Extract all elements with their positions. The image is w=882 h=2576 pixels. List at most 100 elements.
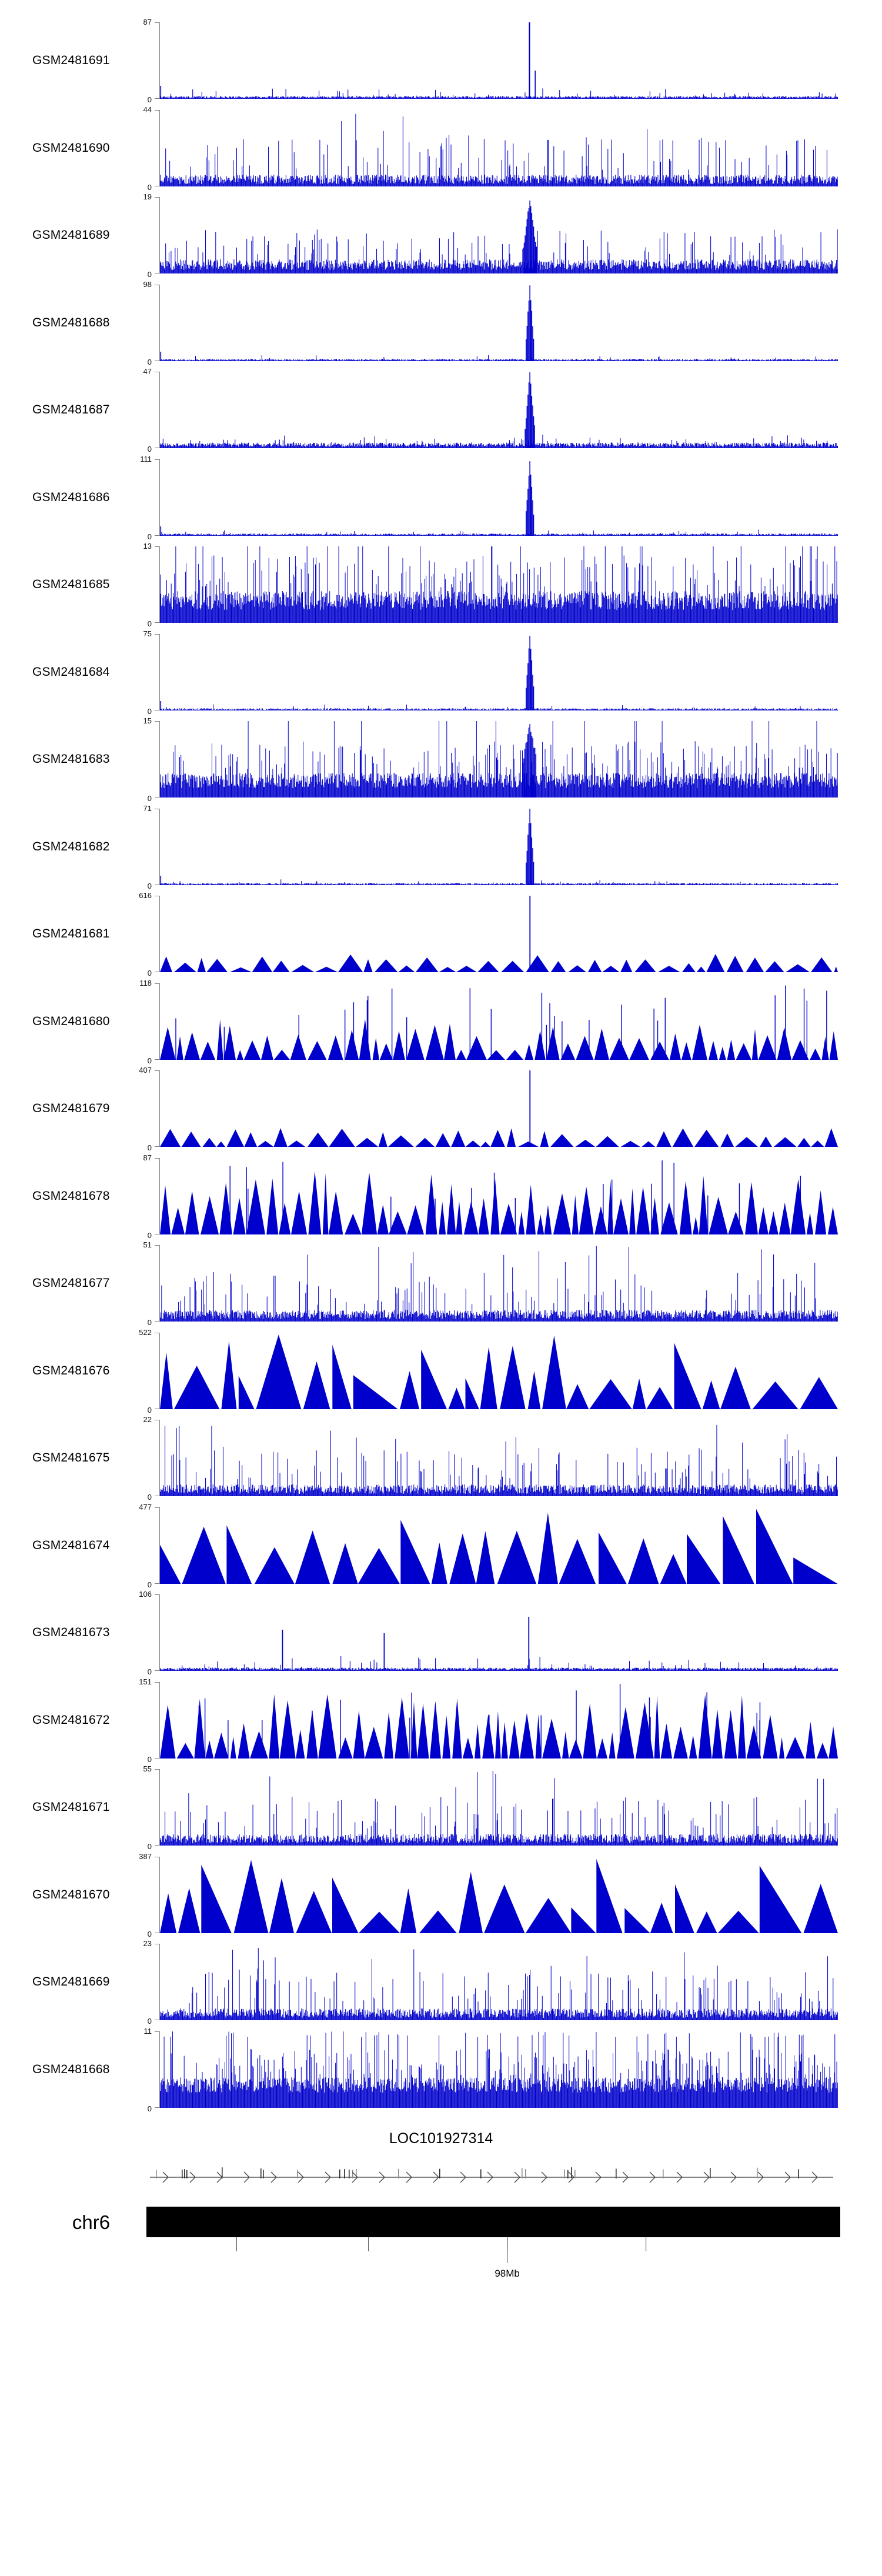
axis-min-label: 0 xyxy=(147,445,152,453)
coverage-plot[interactable] xyxy=(160,1944,838,2020)
axis-tick-max xyxy=(155,546,160,547)
coverage-plot[interactable] xyxy=(160,721,838,798)
track-label: GSM2481688 xyxy=(32,315,110,329)
track-y-axis: 87 0 xyxy=(135,1153,160,1240)
genomic-axis xyxy=(146,2237,840,2278)
axis-line xyxy=(159,1245,160,1322)
coverage-track-gsm2481686[interactable]: GSM2481686 111 0 xyxy=(0,453,882,542)
coverage-track-gsm2481668[interactable]: GSM2481668 11 0 xyxy=(0,2026,882,2114)
axis-max-label: 11 xyxy=(143,2026,152,2036)
axis-tick-min xyxy=(155,98,160,99)
axis-max-label: 55 xyxy=(143,1764,152,1773)
coverage-plot[interactable] xyxy=(160,1682,838,1759)
coverage-plot[interactable] xyxy=(160,896,838,972)
track-y-axis: 44 0 xyxy=(135,105,160,192)
track-label: GSM2481687 xyxy=(32,403,110,416)
coverage-plot[interactable] xyxy=(160,2031,838,2108)
axis-tick-min xyxy=(155,622,160,623)
gene-model-track[interactable] xyxy=(145,2155,838,2188)
coverage-track-gsm2481680[interactable]: GSM2481680 118 0 xyxy=(0,977,882,1066)
coverage-track-gsm2481681[interactable]: GSM2481681 616 0 xyxy=(0,890,882,978)
coverage-track-gsm2481682[interactable]: GSM2481682 71 0 xyxy=(0,803,882,891)
track-y-axis: 111 0 xyxy=(135,455,160,541)
coverage-track-gsm2481684[interactable]: GSM2481684 75 0 xyxy=(0,628,882,716)
coverage-track-gsm2481674[interactable]: GSM2481674 477 0 xyxy=(0,1501,882,1590)
axis-line xyxy=(159,808,160,885)
coverage-track-gsm2481688[interactable]: GSM2481688 98 0 xyxy=(0,279,882,367)
coverage-track-gsm2481679[interactable]: GSM2481679 407 0 xyxy=(0,1065,882,1153)
track-label: GSM2481679 xyxy=(32,1102,110,1115)
coverage-track-gsm2481689[interactable]: GSM2481689 19 0 xyxy=(0,191,882,279)
axis-line xyxy=(159,1681,160,1759)
axis-line xyxy=(159,284,160,361)
scale-label-98mb: 98Mb xyxy=(495,2268,520,2279)
axis-tick-max xyxy=(155,1157,160,1159)
coverage-plot[interactable] xyxy=(160,983,838,1060)
coverage-plot[interactable] xyxy=(160,808,838,885)
coverage-track-gsm2481685[interactable]: GSM2481685 13 0 xyxy=(0,540,882,629)
coverage-track-gsm2481677[interactable]: GSM2481677 51 0 xyxy=(0,1239,882,1327)
axis-max-label: 387 xyxy=(139,1851,152,1861)
coverage-track-gsm2481673[interactable]: GSM2481673 106 0 xyxy=(0,1589,882,1677)
coverage-track-gsm2481687[interactable]: GSM2481687 47 0 xyxy=(0,366,882,454)
axis-max-label: 44 xyxy=(143,105,152,114)
coverage-track-gsm2481669[interactable]: GSM2481669 23 0 xyxy=(0,1938,882,2026)
axis-line xyxy=(159,2031,160,2108)
coverage-track-gsm2481676[interactable]: GSM2481676 522 0 xyxy=(0,1327,882,1415)
coverage-track-gsm2481671[interactable]: GSM2481671 55 0 xyxy=(0,1763,882,1851)
coverage-track-gsm2481691[interactable]: GSM2481691 87 0 xyxy=(0,16,882,105)
track-y-axis: 51 0 xyxy=(135,1240,160,1327)
track-y-axis: 19 0 xyxy=(135,192,160,279)
coverage-plot[interactable] xyxy=(160,1769,838,1846)
track-label: GSM2481672 xyxy=(32,1713,110,1727)
track-label: GSM2481691 xyxy=(32,54,110,67)
coverage-plot[interactable] xyxy=(160,372,838,448)
coverage-plot[interactable] xyxy=(160,1507,838,1584)
coverage-track-gsm2481690[interactable]: GSM2481690 44 0 xyxy=(0,104,882,192)
coverage-plot[interactable] xyxy=(160,459,838,536)
coverage-plot[interactable] xyxy=(160,1070,838,1147)
coverage-plot[interactable] xyxy=(160,1420,838,1496)
coverage-track-gsm2481670[interactable]: GSM2481670 387 0 xyxy=(0,1851,882,1939)
axis-line xyxy=(159,1769,160,1846)
coverage-plot[interactable] xyxy=(160,1333,838,1409)
track-label: GSM2481682 xyxy=(32,839,110,853)
coverage-plot[interactable] xyxy=(160,634,838,710)
axis-tick-max xyxy=(155,459,160,460)
track-y-axis: 55 0 xyxy=(135,1764,160,1851)
coverage-plot[interactable] xyxy=(160,197,838,273)
coverage-track-gsm2481672[interactable]: GSM2481672 151 0 xyxy=(0,1676,882,1764)
axis-tick-min xyxy=(155,2107,160,2108)
coverage-plot[interactable] xyxy=(160,1594,838,1671)
coverage-track-gsm2481683[interactable]: GSM2481683 15 0 xyxy=(0,715,882,803)
track-y-axis: 75 0 xyxy=(135,629,160,716)
track-y-axis: 87 0 xyxy=(135,18,160,104)
track-label: GSM2481674 xyxy=(32,1538,110,1552)
coverage-plot[interactable] xyxy=(160,1245,838,1322)
axis-max-label: 477 xyxy=(139,1502,152,1511)
coverage-plot[interactable] xyxy=(160,110,838,186)
track-label: GSM2481690 xyxy=(32,141,110,155)
coverage-plot[interactable] xyxy=(160,1857,838,1933)
coverage-track-gsm2481678[interactable]: GSM2481678 87 0 xyxy=(0,1152,882,1240)
axis-max-label: 47 xyxy=(143,367,152,376)
coverage-track-gsm2481675[interactable]: GSM2481675 22 0 xyxy=(0,1414,882,1502)
axis-line xyxy=(159,459,160,536)
coverage-plot[interactable] xyxy=(160,1158,838,1234)
axis-tick-max xyxy=(155,721,160,722)
track-y-axis: 15 0 xyxy=(135,716,160,803)
chromosome-label: chr6 xyxy=(72,2211,111,2233)
axis-tick-max xyxy=(155,1070,160,1071)
coverage-plot[interactable] xyxy=(160,22,838,99)
track-y-axis: 522 0 xyxy=(135,1328,160,1414)
coverage-plot[interactable] xyxy=(160,546,838,623)
axis-line xyxy=(159,1856,160,1933)
track-y-axis: 71 0 xyxy=(135,804,160,890)
ideogram-bar[interactable] xyxy=(146,2207,840,2237)
coverage-plot[interactable] xyxy=(160,285,838,361)
track-label: GSM2481670 xyxy=(32,1887,110,1901)
axis-line xyxy=(159,1944,160,2020)
track-y-axis: 407 0 xyxy=(135,1066,160,1152)
axis-max-label: 111 xyxy=(140,454,152,463)
